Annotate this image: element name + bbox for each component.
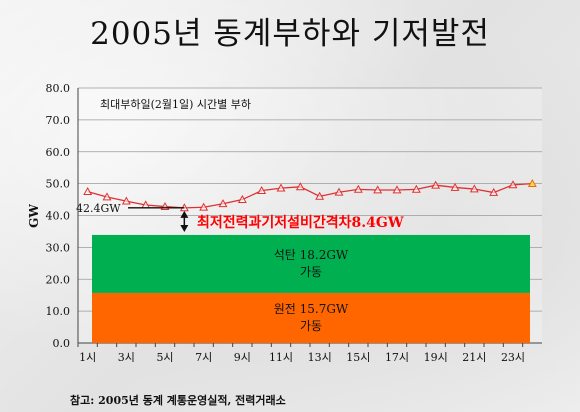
y-tick-label: 20.0 xyxy=(46,273,71,286)
data-point xyxy=(431,180,441,189)
gap-label: 최저전력과기저설비간격차8.4GW xyxy=(197,214,404,231)
data-point xyxy=(392,185,402,194)
x-tick-label: 21시 xyxy=(462,351,486,364)
y-tick-label: 0.0 xyxy=(53,337,71,350)
data-point xyxy=(83,186,93,195)
x-tick-label: 11시 xyxy=(269,351,293,364)
data-point xyxy=(527,178,537,188)
band-label: 석탄 18.2GW xyxy=(274,248,349,262)
band-label-2: 가동 xyxy=(300,319,322,333)
band-label-2: 가동 xyxy=(300,265,322,279)
series-line xyxy=(87,182,533,209)
x-tick-label: 1시 xyxy=(79,351,96,364)
band-1 xyxy=(92,234,530,293)
y-tick-label: 50.0 xyxy=(46,178,71,191)
data-point xyxy=(121,196,131,205)
y-tick-label: 80.0 xyxy=(46,82,71,95)
x-tick-label: 7시 xyxy=(195,351,212,364)
band-label: 원전 15.7GW xyxy=(274,302,349,316)
x-tick-label: 19시 xyxy=(424,351,448,364)
y-tick-label: 60.0 xyxy=(46,146,71,159)
data-point xyxy=(469,184,479,193)
y-tick-label: 10.0 xyxy=(46,305,71,318)
data-point xyxy=(334,187,344,196)
x-tick-label: 17시 xyxy=(385,351,409,364)
data-point xyxy=(102,192,112,201)
data-point xyxy=(508,180,518,189)
data-point xyxy=(315,191,325,200)
data-point xyxy=(411,184,421,193)
data-point xyxy=(295,182,305,191)
x-tick-label: 15시 xyxy=(346,351,370,364)
x-tick-label: 9시 xyxy=(234,351,251,364)
min-label: 42.4GW xyxy=(76,202,121,215)
y-tick-label: 40.0 xyxy=(46,210,71,223)
data-point xyxy=(276,183,286,192)
x-tick-label: 3시 xyxy=(118,351,135,364)
data-point xyxy=(353,184,363,193)
gap-arrow-head-top xyxy=(180,210,189,218)
band-0 xyxy=(92,292,530,343)
data-point xyxy=(199,202,209,211)
data-point xyxy=(257,186,267,195)
y-axis-label: GW xyxy=(27,204,41,228)
data-point xyxy=(450,182,460,191)
data-point xyxy=(237,194,247,203)
x-tick-label: 13시 xyxy=(308,351,332,364)
data-point xyxy=(373,185,383,194)
x-tick-label: 5시 xyxy=(156,351,173,364)
data-point xyxy=(218,199,228,208)
gap-arrow-head-bottom xyxy=(180,224,189,232)
data-point xyxy=(489,187,499,196)
slide-title: 2005년 동계부하와 기저발전 xyxy=(90,16,490,52)
x-tick-label: 23시 xyxy=(501,351,525,364)
source-footnote: 참고: 2005년 동계 계통운영실적, 전력거래소 xyxy=(70,394,286,407)
y-tick-label: 30.0 xyxy=(46,241,71,254)
chart-subtitle: 최대부하일(2월1일) 시간별 부하 xyxy=(100,97,251,111)
y-tick-label: 70.0 xyxy=(46,114,71,127)
